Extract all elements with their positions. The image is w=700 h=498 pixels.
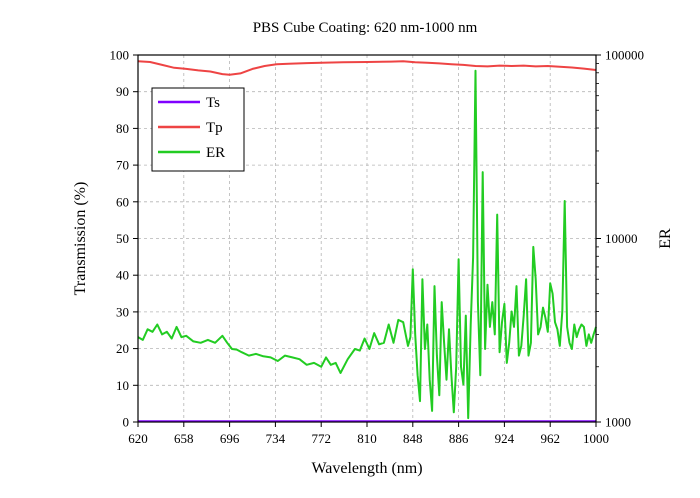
y-tick-label: 80 xyxy=(116,121,129,136)
x-axis-label: Wavelength (nm) xyxy=(311,460,422,477)
x-tick-label: 848 xyxy=(403,431,423,446)
y-tick-label: 0 xyxy=(123,415,130,430)
x-tick-label: 886 xyxy=(449,431,469,446)
y-tick-label: 50 xyxy=(116,231,129,246)
y-tick-label: 100 xyxy=(110,48,130,63)
y2-tick-label: 1000 xyxy=(605,415,631,430)
x-tick-label: 924 xyxy=(495,431,515,446)
legend-box xyxy=(152,88,244,171)
y-tick-label: 30 xyxy=(116,304,129,319)
x-tick-label: 1000 xyxy=(583,431,609,446)
legend-label: Tp xyxy=(206,120,223,136)
x-tick-label: 620 xyxy=(128,431,148,446)
x-tick-label: 696 xyxy=(220,431,240,446)
x-tick-label: 658 xyxy=(174,431,194,446)
legend-label: Ts xyxy=(206,95,220,111)
legend: Ts Tp ER xyxy=(152,88,244,171)
y2-axis-label: ER xyxy=(657,228,674,249)
x-tick-label: 772 xyxy=(311,431,331,446)
x-tick-label: 810 xyxy=(357,431,377,446)
y-tick-label: 10 xyxy=(116,378,129,393)
y-tick-label: 60 xyxy=(116,194,129,209)
x-tick-label: 734 xyxy=(266,431,286,446)
y-tick-label: 70 xyxy=(116,158,129,173)
y-tick-label: 90 xyxy=(116,84,129,99)
y-tick-label: 20 xyxy=(116,341,129,356)
legend-label: ER xyxy=(206,145,225,161)
y2-tick-label: 100000 xyxy=(605,48,644,63)
y-tick-label: 40 xyxy=(116,268,129,283)
chart-title: PBS Cube Coating: 620 nm-1000 nm xyxy=(253,20,478,36)
x-tick-label: 962 xyxy=(540,431,560,446)
y2-tick-label: 10000 xyxy=(605,231,638,246)
chart-canvas: PBS Cube Coating: 620 nm-1000 nm 620 658 6… xyxy=(0,0,700,498)
y-axis-label: Transmission (%) xyxy=(72,182,89,296)
